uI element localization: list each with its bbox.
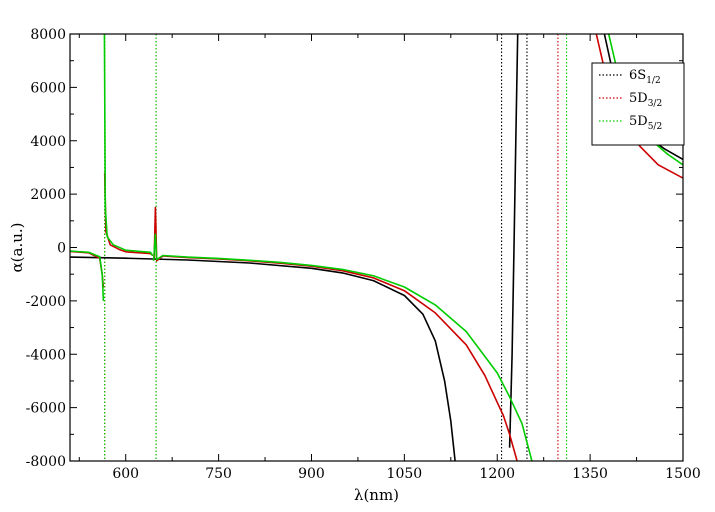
y-tick-label: 6000 <box>30 80 66 96</box>
axis-tick-labels: 600 750 900 1050 1200 1350 1500 -8000 -6000 -4000… <box>26 27 701 482</box>
y-tick-label: 2000 <box>30 187 66 203</box>
x-axis-title: λ(nm) <box>354 486 399 504</box>
x-tick-label: 1050 <box>387 466 423 482</box>
series-lines <box>70 34 683 461</box>
resonance-lines <box>104 34 568 461</box>
series-line-0-segment-0 <box>70 256 456 461</box>
series-line-2-segment-1 <box>103 34 154 256</box>
y-tick-label: -2000 <box>26 294 66 310</box>
x-tick-label: 900 <box>298 466 325 482</box>
y-tick-label: 4000 <box>30 134 66 150</box>
legend: 6S1/2 5D3/2 5D5/2 <box>591 62 685 146</box>
x-tick-label: 1200 <box>479 466 515 482</box>
x-tick-label: 750 <box>205 466 232 482</box>
series-line-1-segment-2 <box>153 206 518 461</box>
legend-entry-1: 5D3/2 <box>629 91 662 109</box>
legend-box <box>591 62 685 146</box>
legend-entry-0: 6S1/2 <box>629 68 661 86</box>
y-tick-label: 0 <box>57 241 66 257</box>
y-tick-label: -4000 <box>26 347 66 363</box>
y-tick-label: -8000 <box>26 454 66 470</box>
series-line-2-segment-2 <box>152 233 533 461</box>
axis-ticks <box>70 33 684 462</box>
plot-frame <box>69 33 684 462</box>
y-tick-label: 8000 <box>30 27 66 43</box>
plot-area <box>70 34 683 461</box>
series-line-0-segment-1 <box>508 34 519 448</box>
x-tick-label: 1500 <box>665 466 701 482</box>
x-tick-label: 600 <box>112 466 139 482</box>
y-axis-title: α(a.u.) <box>8 223 26 273</box>
series-line-2-segment-0 <box>70 250 105 301</box>
y-tick-label: -6000 <box>26 401 66 417</box>
legend-entry-2: 5D5/2 <box>629 114 662 132</box>
x-tick-label: 1350 <box>572 466 608 482</box>
